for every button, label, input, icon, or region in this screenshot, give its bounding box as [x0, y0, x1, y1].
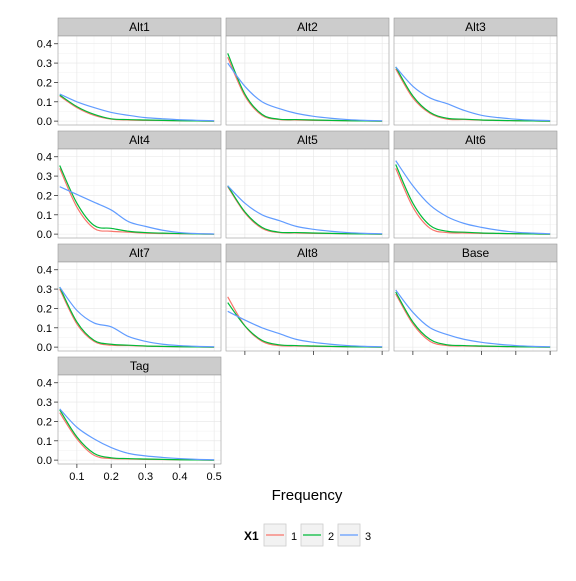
- panel-base: Base: [393, 243, 558, 355]
- panel-border: [57, 35, 222, 126]
- x-tick-label: 0.3: [138, 471, 153, 483]
- y-tick-label: 0.1: [37, 210, 52, 222]
- y-tick-label: 0.4: [37, 265, 52, 277]
- panel-alt5: Alt5: [225, 130, 390, 239]
- y-tick-label: 0.2: [37, 190, 52, 202]
- series-line-2: [59, 286, 215, 348]
- series-line-2: [395, 164, 551, 235]
- facet-title: Alt4: [129, 133, 150, 147]
- panel-border: [57, 261, 222, 352]
- y-tick-label: 0.4: [37, 39, 52, 51]
- panel-tag: Tag 0.0 0.1 0.2 0.3 0.4 0.1 0.2 0.3 0.4 0.5: [37, 356, 222, 483]
- y-tick-label: 0.4: [37, 378, 52, 390]
- panel-background: [394, 36, 557, 125]
- y-tick-label: 0.3: [37, 397, 52, 409]
- y-tick-label: 0.1: [37, 97, 52, 109]
- series-line-2: [227, 53, 383, 122]
- panel-border: [57, 374, 222, 465]
- y-tick-label: 0.0: [37, 455, 52, 467]
- panel-background: [58, 375, 221, 464]
- y-tick-label: 0.0: [37, 116, 52, 128]
- y-tick-label: 0.2: [37, 77, 52, 89]
- y-tick-label: 0.4: [37, 152, 52, 164]
- y-tick-label: 0.3: [37, 58, 52, 70]
- y-tick-label: 0.0: [37, 342, 52, 354]
- legend-label-2: 2: [328, 531, 334, 543]
- facet-title: Alt6: [465, 133, 486, 147]
- series-line-3: [59, 408, 215, 461]
- series-line-2: [59, 94, 215, 122]
- facet-title: Alt7: [129, 246, 150, 260]
- panel-background: [394, 262, 557, 351]
- series-line-2: [59, 409, 215, 461]
- panel-border: [393, 148, 558, 239]
- legend-label-1: 1: [291, 531, 297, 543]
- x-axis-title: Frequency: [272, 487, 343, 504]
- y-tick-label: 0.2: [37, 303, 52, 315]
- facet-title: Tag: [130, 359, 149, 373]
- series-line-2: [395, 66, 551, 122]
- series-line-3: [59, 93, 215, 122]
- panel-border: [393, 35, 558, 126]
- y-tick-label: 0.1: [37, 323, 52, 335]
- panel-alt2: Alt2: [225, 17, 390, 126]
- panel-background: [58, 149, 221, 238]
- panel-background: [226, 149, 389, 238]
- panel-alt7: Alt7 0.0 0.1 0.2 0.3 0.4: [37, 243, 222, 354]
- panel-background: [226, 36, 389, 125]
- legend-title: X1: [244, 529, 259, 543]
- series-line-3: [59, 286, 215, 348]
- y-tick-label: 0.3: [37, 284, 52, 296]
- x-tick-label: 0.4: [172, 471, 187, 483]
- y-tick-label: 0.1: [37, 436, 52, 448]
- series-line-3: [59, 186, 215, 235]
- facet-title: Alt8: [297, 246, 318, 260]
- y-tick-label: 0.3: [37, 171, 52, 183]
- x-tick-label: 0.2: [104, 471, 119, 483]
- series-line-3: [227, 185, 383, 235]
- panel-border: [393, 261, 558, 352]
- panels-layer: Alt1 0.0 0.1 0.2 0.3 0.4 Alt2 Alt3 Alt4 0.0 0.1 0.2…: [37, 17, 558, 483]
- series-line-3: [395, 160, 551, 235]
- facet-title: Alt5: [297, 133, 318, 147]
- y-tick-label: 0.0: [37, 229, 52, 241]
- series-line-3: [395, 66, 551, 122]
- series-line-3: [227, 62, 383, 122]
- panel-border: [225, 35, 390, 126]
- panel-background: [394, 149, 557, 238]
- legend-label-3: 3: [365, 531, 371, 543]
- panel-border: [225, 148, 390, 239]
- series-line-2: [227, 185, 383, 235]
- facet-title: Base: [462, 246, 490, 260]
- x-tick-label: 0.1: [69, 471, 84, 483]
- panel-alt4: Alt4 0.0 0.1 0.2 0.3 0.4: [37, 130, 222, 241]
- series-line-2: [227, 302, 383, 348]
- panel-background: [226, 262, 389, 351]
- panel-alt3: Alt3: [393, 17, 558, 126]
- panel-alt6: Alt6: [393, 130, 558, 239]
- panel-alt1: Alt1 0.0 0.1 0.2 0.3 0.4: [37, 17, 222, 128]
- series-line-3: [395, 289, 551, 348]
- facet-title: Alt2: [297, 20, 318, 34]
- x-tick-label: 0.5: [206, 471, 221, 483]
- facet-title: Alt1: [129, 20, 150, 34]
- panel-border: [225, 261, 390, 352]
- panel-alt8: Alt8: [225, 243, 390, 355]
- series-line-2: [395, 291, 551, 348]
- panel-background: [58, 262, 221, 351]
- y-tick-label: 0.2: [37, 416, 52, 428]
- legend: X1 1 2 3: [244, 523, 371, 547]
- series-line-3: [227, 310, 383, 348]
- panel-border: [57, 148, 222, 239]
- facet-title: Alt3: [465, 20, 486, 34]
